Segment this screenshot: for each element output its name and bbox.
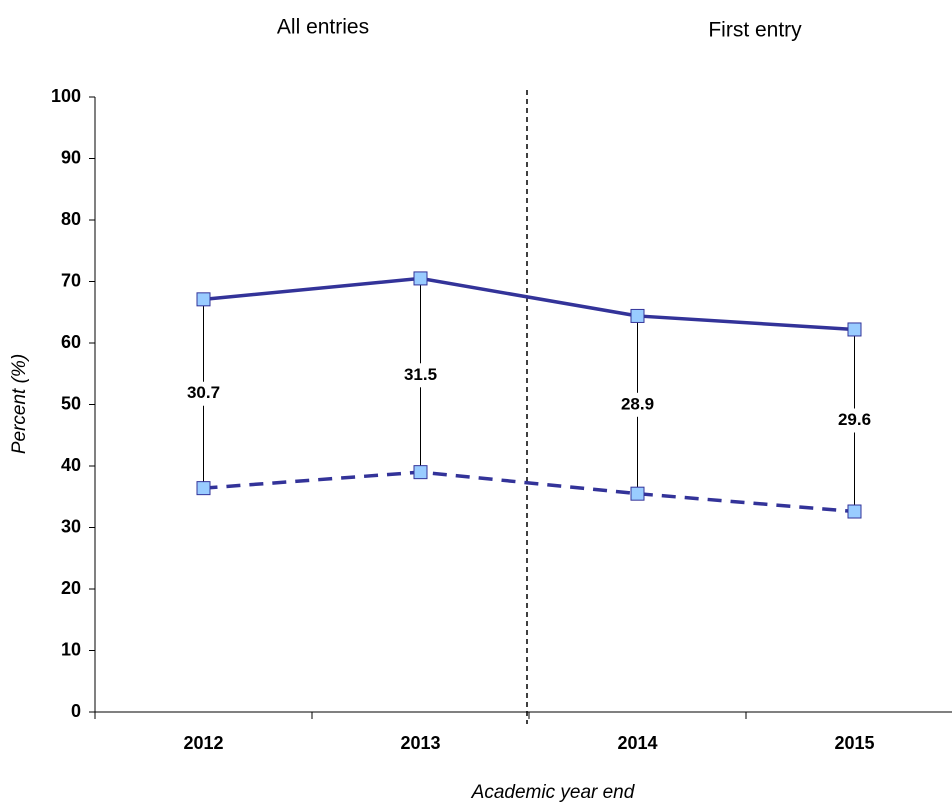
difference-label-bg: [394, 363, 447, 388]
difference-label: 31.5: [404, 365, 437, 384]
y-tick-label: 30: [61, 516, 81, 536]
marker: [413, 465, 428, 480]
difference-label: 28.9: [621, 394, 654, 413]
annotation: First entry: [708, 19, 802, 42]
y-tick-label: 100: [51, 86, 81, 106]
y-tick-label: 40: [61, 455, 81, 475]
y-tick-label: 0: [71, 701, 81, 721]
series-line: [203, 276, 855, 332]
marker: [630, 486, 645, 501]
x-tick-label: 2014: [617, 733, 657, 753]
y-tick-label: 60: [61, 332, 81, 352]
y-axis-title: Percent (%): [9, 354, 30, 454]
difference-label: 29.6: [838, 410, 871, 429]
x-axis-title: Academic year end: [471, 782, 636, 802]
marker: [196, 481, 211, 496]
x-tick-label: 2015: [834, 733, 874, 753]
y-tick-label: 10: [61, 639, 81, 659]
y-tick-label: 70: [61, 270, 81, 290]
difference-label-bg: [177, 381, 230, 406]
x-tick-label: 2012: [183, 733, 223, 753]
marker: [847, 322, 862, 337]
y-tick-label: 20: [61, 578, 81, 598]
y-tick-label: 90: [61, 147, 81, 167]
difference-label: 30.7: [187, 383, 220, 402]
series-line: [203, 470, 855, 514]
difference-label-bg: [611, 392, 664, 417]
x-tick-label: 2013: [400, 733, 440, 753]
y-tick-label: 50: [61, 393, 81, 413]
marker: [630, 308, 645, 323]
annotation: All entries: [277, 16, 369, 39]
marker: [847, 504, 862, 519]
difference-label-bg: [828, 408, 881, 433]
marker: [196, 292, 211, 307]
marker: [413, 271, 428, 286]
y-tick-label: 80: [61, 209, 81, 229]
